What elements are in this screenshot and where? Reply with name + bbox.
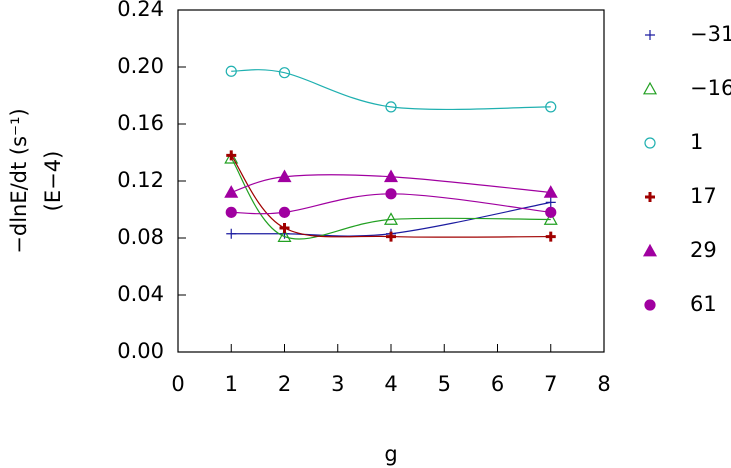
data-point xyxy=(386,231,396,242)
data-point xyxy=(224,150,239,164)
x-tick-label: 0 xyxy=(171,372,184,396)
data-point xyxy=(545,231,556,242)
x-tick-label: 8 xyxy=(597,372,610,396)
x-tick-label: 2 xyxy=(278,372,291,396)
y-tick-label: 0.04 xyxy=(117,282,164,306)
data-point xyxy=(226,150,237,161)
legend-label: 17 xyxy=(690,184,717,208)
y-tick-label: 0.08 xyxy=(117,225,164,249)
y-axis-label: −dlnE/dt (s⁻¹) xyxy=(7,108,31,253)
legend-marker xyxy=(645,30,655,40)
data-point xyxy=(385,101,397,113)
y-tick-label: 0.00 xyxy=(117,339,164,363)
legend-label: 1 xyxy=(690,130,703,154)
data-point xyxy=(226,228,237,239)
data-point xyxy=(278,206,291,218)
data-point xyxy=(279,223,290,234)
data-point xyxy=(385,188,397,200)
data-point xyxy=(278,67,291,79)
data-point xyxy=(225,65,237,77)
y-tick-label: 0.20 xyxy=(117,54,164,78)
legend-label: −16 xyxy=(690,76,731,100)
y-tick-label: 0.24 xyxy=(117,0,164,21)
series-line xyxy=(231,201,551,237)
legend-marker xyxy=(642,243,658,257)
x-tick-label: 3 xyxy=(331,372,344,396)
data-point xyxy=(545,206,557,218)
data-point xyxy=(545,101,557,113)
x-tick-label: 6 xyxy=(491,372,504,396)
series-line xyxy=(230,157,551,240)
legend-marker xyxy=(644,299,656,311)
series-line xyxy=(231,174,551,193)
series-line xyxy=(230,154,551,238)
data-point xyxy=(277,169,292,183)
series-line xyxy=(231,69,551,111)
legend-marker xyxy=(645,192,655,202)
x-tick-label: 1 xyxy=(225,372,238,396)
legend-label: 29 xyxy=(690,238,717,262)
x-tick-label: 7 xyxy=(544,372,557,396)
data-point xyxy=(383,212,399,225)
series-line xyxy=(231,193,551,215)
data-point xyxy=(543,212,558,225)
x-tick-label: 4 xyxy=(384,372,397,396)
data-point xyxy=(545,197,556,208)
legend-marker xyxy=(644,137,656,149)
data-point xyxy=(277,229,292,242)
data-point xyxy=(225,206,237,218)
legend-marker xyxy=(642,81,658,95)
data-point xyxy=(543,185,558,198)
data-point xyxy=(224,185,239,198)
y-axis-unit: (E−4) xyxy=(41,151,65,212)
x-axis-label: g xyxy=(384,442,397,466)
data-point xyxy=(383,169,399,183)
legend-label: −31 xyxy=(690,22,731,46)
x-tick-label: 5 xyxy=(438,372,451,396)
y-tick-label: 0.16 xyxy=(117,111,164,135)
legend-label: 61 xyxy=(690,292,717,316)
y-tick-label: 0.12 xyxy=(117,168,164,192)
